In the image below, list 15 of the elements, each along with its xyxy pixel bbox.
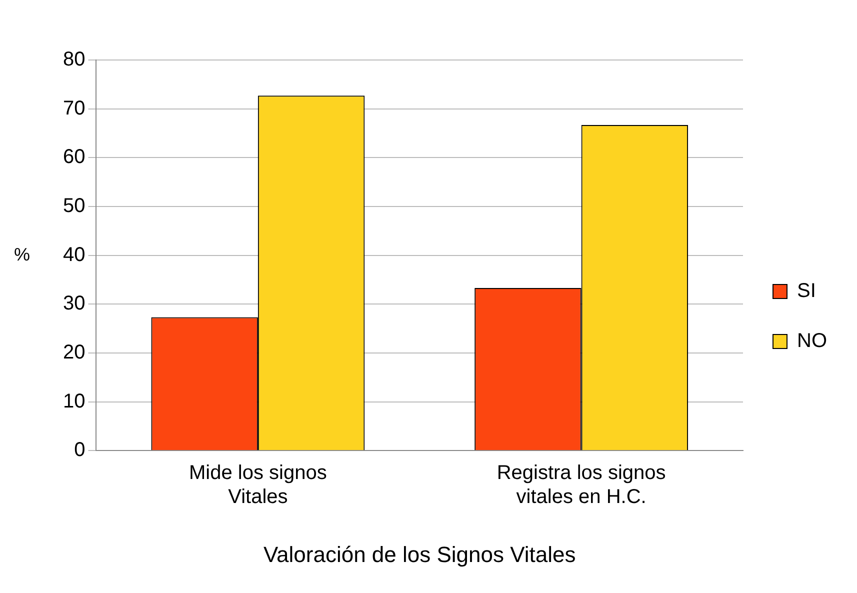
y-tick-label: 0 [74, 439, 86, 462]
y-tick-label: 60 [62, 146, 86, 168]
y-tick-label: 80 [62, 48, 86, 71]
y-tick-label: 50 [62, 194, 86, 217]
legend-label: NO [797, 330, 827, 352]
x-tick-label: Registra los signos vitales en H.C. [496, 462, 666, 508]
y-tick-label: 70 [62, 97, 86, 120]
x-tick-label: Mide los signos Vitales [189, 462, 327, 508]
y-tick-label: 40 [62, 244, 86, 266]
y-tick-label: 20 [62, 341, 86, 364]
legend-label: SI [797, 280, 816, 302]
x-axis-title: Valoración de los Signos Vitales [263, 542, 576, 567]
y-tick-label: 10 [62, 390, 86, 412]
y-tick-label: 30 [62, 292, 86, 315]
y-axis-title: % [14, 244, 30, 264]
